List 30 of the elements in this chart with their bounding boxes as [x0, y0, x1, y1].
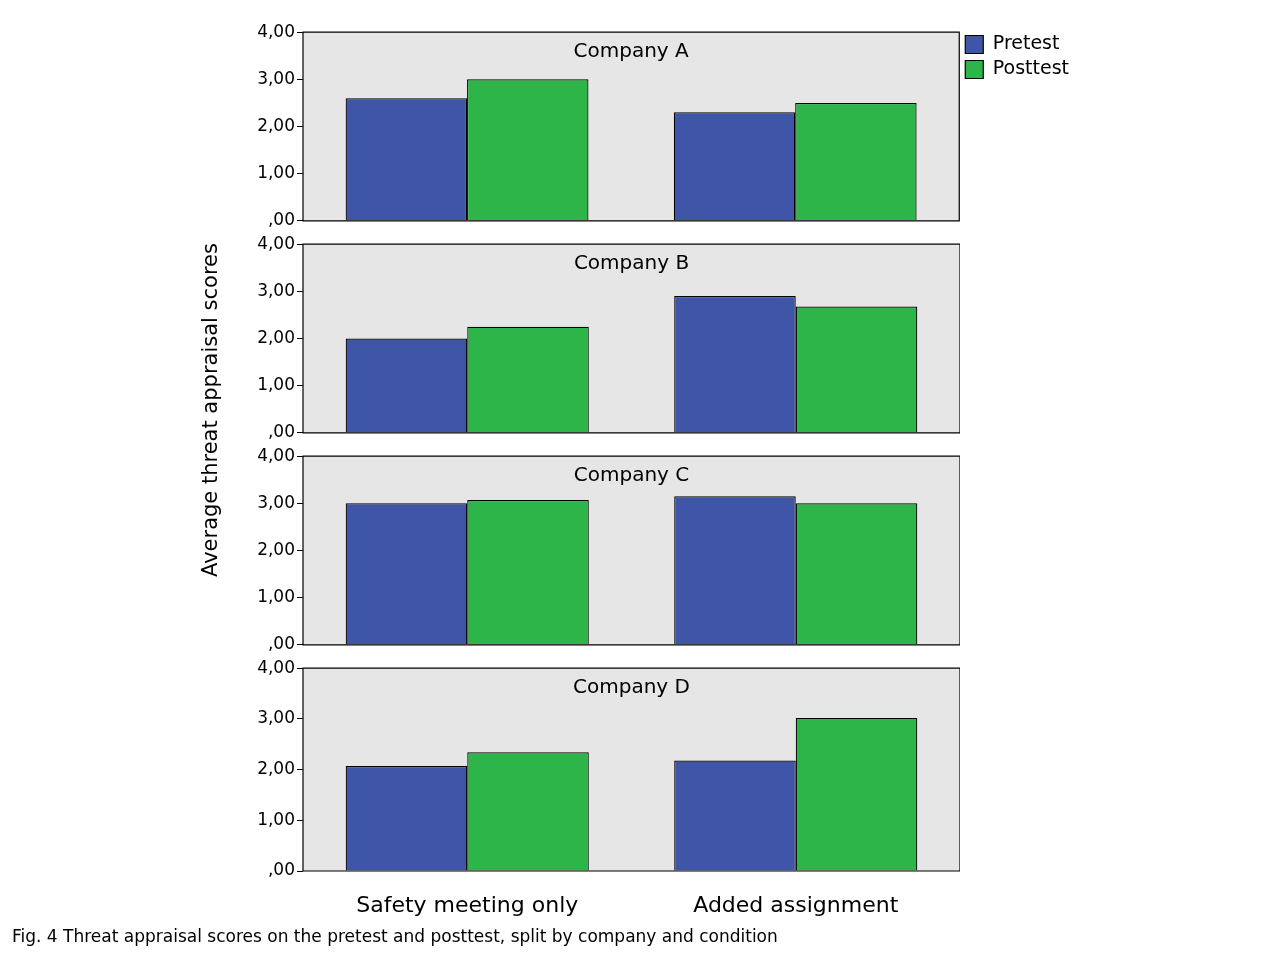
chart-title: Company D [573, 674, 690, 699]
y-tick-label: ,00 [267, 859, 295, 880]
y-tick-label: 4,00 [257, 20, 295, 41]
y-tick-label: 3,00 [257, 491, 295, 512]
chart-title: Company C [573, 462, 690, 487]
chart-title: Company B [573, 250, 690, 275]
y-tick-label: 1,00 [257, 808, 295, 829]
y-tick-label: 1,00 [257, 586, 295, 607]
y-tick-label: 2,00 [257, 114, 295, 135]
y-tick-label: 3,00 [257, 67, 295, 88]
x-tick-label: Safety meeting only [356, 891, 579, 917]
y-tick-label: 3,00 [257, 707, 295, 728]
y-tick-label: 2,00 [257, 538, 295, 559]
y-tick-label: ,00 [267, 421, 295, 442]
y-tick-label: 2,00 [257, 326, 295, 347]
y-tick-label: 1,00 [257, 374, 295, 395]
y-axis-title: Average threat appraisal scores [197, 242, 223, 579]
legend-label: Posttest [992, 56, 1070, 79]
y-tick-label: 4,00 [257, 656, 295, 677]
y-tick-label: 4,00 [257, 444, 295, 465]
chart-title: Company A [573, 38, 690, 63]
y-tick-label: 2,00 [257, 758, 295, 779]
y-tick-label: 3,00 [257, 279, 295, 300]
y-tick-label: ,00 [267, 209, 295, 230]
y-tick-label: ,00 [267, 633, 295, 654]
y-tick-label: 1,00 [257, 162, 295, 183]
y-tick-label: 4,00 [257, 232, 295, 253]
legend-label: Pretest [992, 31, 1060, 54]
x-tick-label: Added assignment [693, 891, 899, 917]
caption: Fig. 4 Threat appraisal scores on the pretest and posttest, split by company and condition [12, 926, 778, 946]
